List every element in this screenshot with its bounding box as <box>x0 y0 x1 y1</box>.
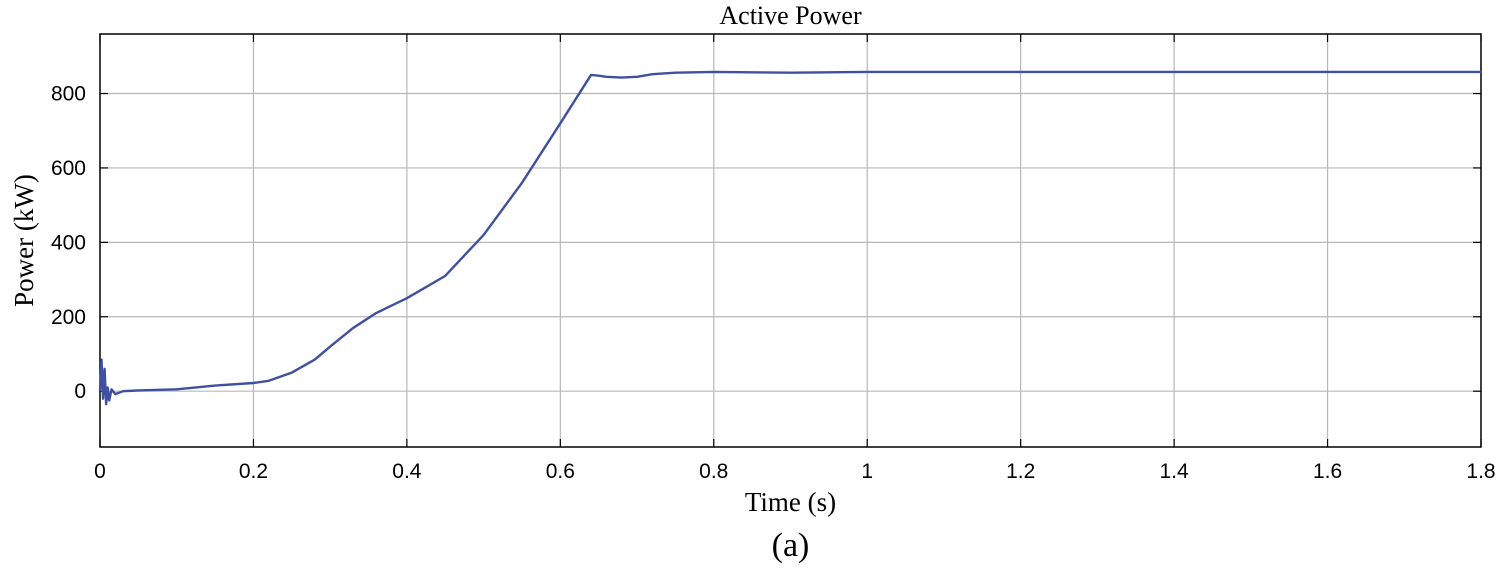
axis-ticks: 0 0.2 0.4 0.6 0.8 1 1.2 1.4 1.6 1.8 0 200 400 600 800 <box>51 34 1496 483</box>
x-tick-label: 0.8 <box>699 460 728 483</box>
y-tick-label: 800 <box>51 83 86 106</box>
chart-title: Active Power <box>719 1 862 30</box>
x-tick-label: 0 <box>94 460 106 483</box>
figure-caption: (a) <box>772 527 810 564</box>
x-tick-label: 0.2 <box>239 460 268 483</box>
x-tick-label: 0.4 <box>392 460 422 483</box>
series-group <box>98 70 1481 406</box>
y-tick-label: 400 <box>51 231 86 254</box>
x-tick-label: 1.6 <box>1313 460 1342 483</box>
plot-frame <box>99 33 1482 448</box>
x-tick-label: 1.2 <box>1006 460 1035 483</box>
plot-background <box>100 34 1481 447</box>
grid-lines <box>100 34 1481 447</box>
y-tick-label: 600 <box>51 157 86 180</box>
x-tick-label: 1.8 <box>1466 460 1495 483</box>
x-axis-label: Time (s) <box>745 487 836 517</box>
y-tick-label: 0 <box>74 380 86 403</box>
series-line <box>98 70 1481 406</box>
y-axis-label: Power (kW) <box>9 174 39 307</box>
x-tick-label: 1.4 <box>1160 460 1190 483</box>
y-tick-label: 200 <box>51 306 86 329</box>
x-tick-label: 0.6 <box>546 460 575 483</box>
x-tick-label: 1 <box>861 460 873 483</box>
